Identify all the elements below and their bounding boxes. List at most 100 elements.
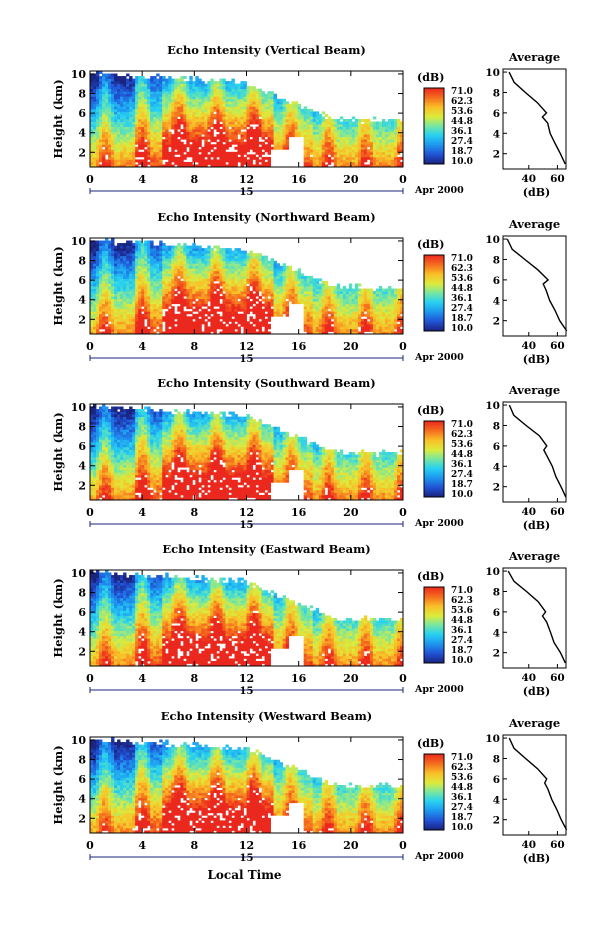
echo-cell [183, 98, 187, 102]
echo-cell [177, 313, 181, 317]
echo-cell [225, 283, 229, 287]
echo-cell [207, 161, 211, 165]
echo-cell [249, 270, 253, 274]
echo-cell [186, 164, 190, 168]
echo-cell [225, 253, 229, 257]
echo-cell [144, 156, 148, 160]
echo-cell [252, 106, 256, 110]
echo-cell [213, 316, 217, 320]
echo-cell [276, 124, 281, 127]
echo-cell [375, 164, 380, 168]
echo-cell [240, 154, 244, 158]
echo-cell [327, 151, 332, 155]
echo-cell [147, 83, 151, 87]
echo-cell [243, 116, 247, 120]
echo-cell [372, 131, 377, 135]
echo-cell [276, 311, 281, 315]
echo-cell [144, 93, 148, 97]
echo-cell [225, 280, 229, 284]
echo-cell [171, 86, 175, 90]
echo-cell [264, 129, 268, 133]
echo-cell [207, 283, 211, 287]
echo-cell [201, 101, 205, 105]
echo-cell [348, 144, 353, 148]
echo-cell [276, 270, 281, 274]
echo-cell [102, 240, 106, 244]
echo-cell [246, 306, 250, 310]
echo-cell [171, 288, 175, 292]
echo-cell [114, 78, 118, 82]
echo-cell [207, 313, 211, 317]
echo-cell [204, 253, 208, 257]
echo-cell [258, 311, 262, 315]
echo-cell [171, 134, 175, 138]
echo-cell [243, 255, 247, 259]
echo-cell [195, 144, 199, 148]
echo-cell [180, 96, 184, 100]
echo-cell [132, 111, 136, 115]
echo-cell [135, 326, 139, 330]
echo-cell [192, 296, 196, 300]
echo-cell [114, 296, 118, 300]
echo-cell [330, 141, 335, 145]
echo-cell [168, 288, 172, 292]
echo-cell [177, 161, 181, 165]
echo-cell [99, 136, 103, 140]
echo-cell [255, 278, 259, 282]
echo-cell [111, 291, 115, 294]
echo-cell [333, 156, 338, 160]
echo-cell [231, 308, 235, 312]
echo-cell [231, 265, 235, 269]
echo-cell [258, 303, 262, 307]
echo-cell [231, 318, 235, 322]
echo-cell [258, 96, 262, 100]
echo-cell [207, 136, 211, 140]
echo-cell [366, 154, 371, 158]
echo-cell [192, 116, 196, 120]
echo-cell [249, 161, 253, 165]
echo-cell [321, 119, 326, 122]
echo-cell [261, 98, 265, 102]
echo-cell [306, 136, 311, 140]
echo-cell [135, 291, 139, 294]
echo-cell [126, 331, 130, 335]
echo-cell [228, 311, 232, 315]
echo-cell [225, 250, 229, 254]
echo-cell [198, 278, 202, 282]
echo-cell [180, 134, 184, 138]
echo-cell [387, 121, 392, 125]
echo-cell [210, 103, 214, 107]
echo-cell [267, 108, 271, 112]
echo-cell [192, 270, 196, 274]
echo-cell [117, 280, 121, 284]
echo-cell [186, 278, 190, 282]
echo-cell [183, 116, 187, 120]
echo-cell [99, 156, 103, 160]
echo-cell [141, 301, 145, 305]
echo-cell [369, 124, 374, 127]
echo-cell [90, 156, 94, 160]
echo-cell [198, 298, 202, 302]
echo-cell [177, 308, 181, 312]
echo-cell [189, 81, 193, 85]
echo-cell [144, 88, 148, 92]
echo-cell [318, 126, 323, 130]
echo-cell [240, 134, 244, 138]
echo-cell [345, 144, 350, 148]
echo-cell [207, 253, 211, 257]
echo-cell [132, 258, 136, 262]
echo-cell [177, 331, 181, 335]
echo-cell [93, 81, 97, 85]
echo-cell [375, 154, 380, 158]
echo-cell [108, 328, 112, 332]
echo-cell [132, 308, 136, 312]
echo-cell [306, 159, 311, 163]
echo-cell [123, 106, 127, 110]
echo-cell [216, 293, 220, 297]
echo-cell [138, 250, 142, 254]
echo-cell [138, 265, 142, 269]
echo-cell [288, 288, 293, 292]
echo-cell [114, 164, 118, 168]
echo-cell [243, 81, 247, 85]
echo-cell [249, 93, 253, 97]
